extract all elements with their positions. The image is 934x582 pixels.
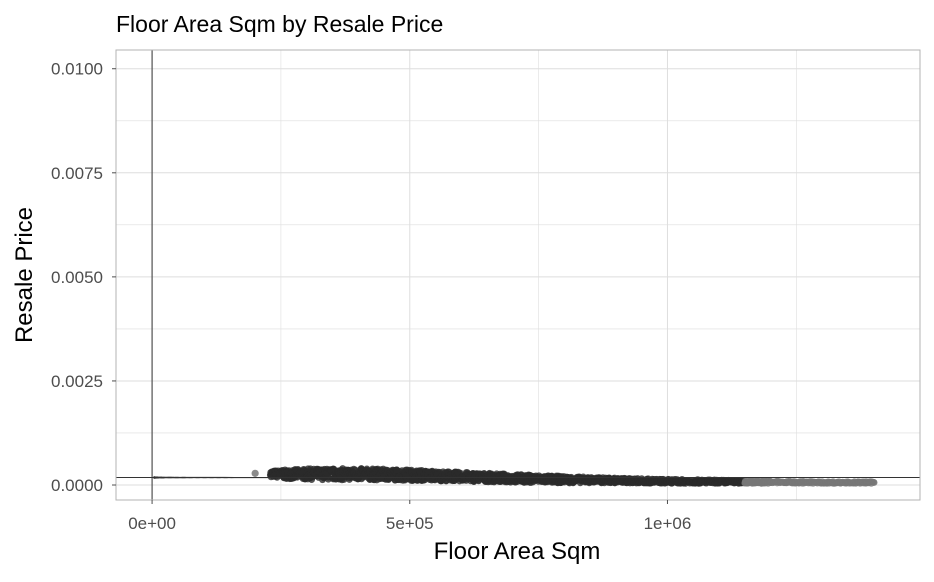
- panel-border: [115, 49, 921, 501]
- x-axis-title: Floor Area Sqm: [434, 538, 601, 565]
- y-tick-label: 0.0100: [51, 60, 103, 79]
- x-tick-label: 0e+00: [128, 514, 176, 533]
- x-tick-label: 1e+06: [644, 514, 692, 533]
- data-point: [870, 478, 878, 486]
- y-axis-tick-labels: 0.0000 0.0025 0.0050 0.0075 0.0100: [51, 60, 116, 495]
- major-gridlines: [116, 50, 920, 500]
- y-axis-title: Resale Price: [11, 207, 38, 343]
- reference-lines: [116, 50, 920, 500]
- y-tick-label: 0.0075: [51, 164, 103, 183]
- minor-gridlines: [116, 50, 920, 500]
- y-tick-label: 0.0000: [51, 476, 103, 495]
- y-tick-label: 0.0025: [51, 372, 103, 391]
- y-tick-label: 0.0050: [51, 268, 103, 287]
- data-points: [251, 465, 878, 487]
- data-point: [251, 469, 259, 477]
- x-tick-label: 5e+05: [386, 514, 434, 533]
- chart-title: Floor Area Sqm by Resale Price: [116, 11, 443, 37]
- x-axis-tick-labels: 0e+00 5e+05 1e+06: [128, 500, 691, 533]
